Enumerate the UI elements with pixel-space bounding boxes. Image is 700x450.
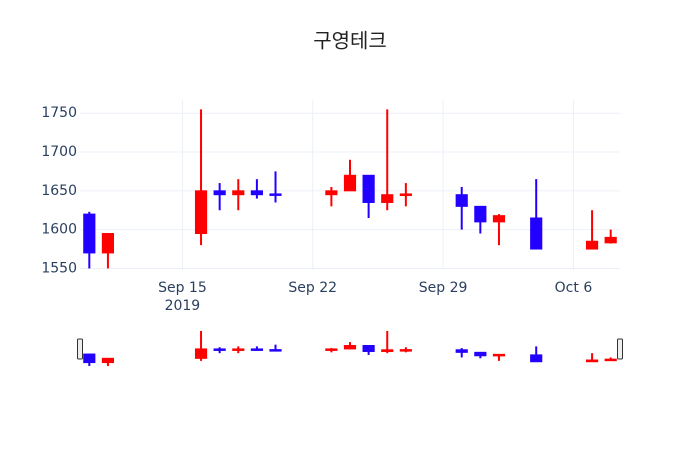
candle-body [492, 215, 506, 223]
slider-candle-body [101, 357, 115, 364]
slider-candle-body [269, 349, 282, 352]
candle-body [474, 205, 487, 223]
candle-body [269, 193, 282, 196]
candle-body [362, 174, 375, 203]
slider-candle-body [399, 349, 412, 352]
candle-body [585, 240, 599, 250]
y-tick-label: 1600 [41, 222, 77, 238]
candle-body [83, 213, 96, 254]
slider-candle-body [381, 349, 394, 352]
chart-title: 구영테크 [313, 29, 387, 53]
slider-candle-body [83, 353, 96, 364]
rangeslider-handle[interactable] [617, 338, 623, 360]
candle-body [101, 233, 115, 254]
slider-candle-body [604, 358, 617, 362]
slider-candle-body [455, 349, 468, 353]
slider-candle-body [325, 348, 338, 351]
x-tick-label: Sep 29 [419, 280, 468, 296]
y-tick-label: 1750 [41, 105, 77, 121]
candle-body [213, 190, 226, 196]
slider-candle-body [213, 348, 226, 351]
slider-candle-body [343, 345, 357, 350]
slider-candle-body [585, 359, 599, 363]
candle-body [604, 236, 617, 244]
rangeslider-handle[interactable] [77, 338, 83, 360]
x-tick-label: Sep 22 [288, 280, 337, 296]
candle-body [530, 217, 543, 250]
candle-body [232, 190, 245, 196]
slider-candle-body [194, 348, 208, 359]
y-tick-label: 1650 [41, 183, 77, 199]
candle-body [455, 194, 468, 207]
y-tick-label: 1550 [41, 260, 77, 276]
candle-body [194, 190, 208, 235]
candle-body [381, 194, 394, 203]
candle-body [343, 174, 357, 192]
x-tick-label: Sep 15 2019 [158, 280, 207, 314]
candle-body [399, 193, 412, 196]
x-tick-label: Oct 6 [555, 280, 593, 296]
candle-body [325, 190, 338, 196]
y-tick-label: 1700 [41, 144, 77, 160]
slider-candle-body [362, 345, 375, 352]
slider-candle-body [232, 348, 245, 351]
slider-candle-body [250, 348, 263, 351]
slider-candle-body [530, 354, 543, 363]
candle-body [250, 190, 263, 196]
slider-candle-body [492, 353, 506, 357]
slider-candle-body [474, 351, 487, 357]
